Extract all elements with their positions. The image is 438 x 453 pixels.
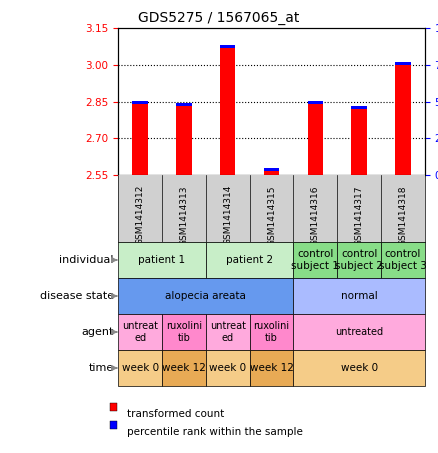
Text: patient 2: patient 2: [226, 255, 273, 265]
Bar: [395, 65, 411, 175]
Bar: [308, 101, 323, 104]
Text: alopecia areata: alopecia areata: [166, 291, 246, 301]
Bar: [220, 48, 236, 175]
Bar: [132, 101, 148, 104]
Text: week 0: week 0: [209, 363, 246, 373]
Text: percentile rank within the sample: percentile rank within the sample: [127, 427, 303, 437]
Text: transformed count: transformed count: [127, 409, 224, 419]
Text: week 12: week 12: [250, 363, 293, 373]
Text: individual: individual: [60, 255, 114, 265]
Text: untreated: untreated: [335, 327, 383, 337]
Bar: [220, 45, 236, 48]
Text: normal: normal: [341, 291, 378, 301]
Text: patient 1: patient 1: [138, 255, 186, 265]
Text: disease state: disease state: [40, 291, 114, 301]
Bar: [132, 104, 148, 175]
Bar: [308, 104, 323, 175]
Text: GSM1414313: GSM1414313: [180, 185, 188, 246]
Bar: [351, 109, 367, 175]
Text: untreat
ed: untreat ed: [122, 321, 158, 343]
Text: untreat
ed: untreat ed: [210, 321, 246, 343]
Text: GSM1414318: GSM1414318: [399, 185, 407, 246]
Text: GSM1414314: GSM1414314: [223, 185, 232, 246]
Text: GSM1414316: GSM1414316: [311, 185, 320, 246]
Bar: [176, 106, 192, 175]
Text: control
subject 2: control subject 2: [335, 249, 383, 271]
Text: agent: agent: [81, 327, 114, 337]
Text: ruxolini
tib: ruxolini tib: [254, 321, 290, 343]
Text: ruxolini
tib: ruxolini tib: [166, 321, 202, 343]
Text: GSM1414317: GSM1414317: [355, 185, 364, 246]
Text: control
subject 3: control subject 3: [379, 249, 427, 271]
Text: week 0: week 0: [341, 363, 378, 373]
Bar: [264, 169, 279, 171]
Bar: [264, 171, 279, 175]
Text: GSM1414312: GSM1414312: [136, 185, 145, 246]
Text: control
subject 1: control subject 1: [291, 249, 339, 271]
Text: GSM1414315: GSM1414315: [267, 185, 276, 246]
Text: week 12: week 12: [162, 363, 206, 373]
Bar: [351, 106, 367, 109]
Bar: [395, 62, 411, 65]
Text: week 0: week 0: [122, 363, 159, 373]
Text: GDS5275 / 1567065_at: GDS5275 / 1567065_at: [138, 11, 300, 25]
Text: time: time: [88, 363, 114, 373]
Bar: [176, 103, 192, 106]
